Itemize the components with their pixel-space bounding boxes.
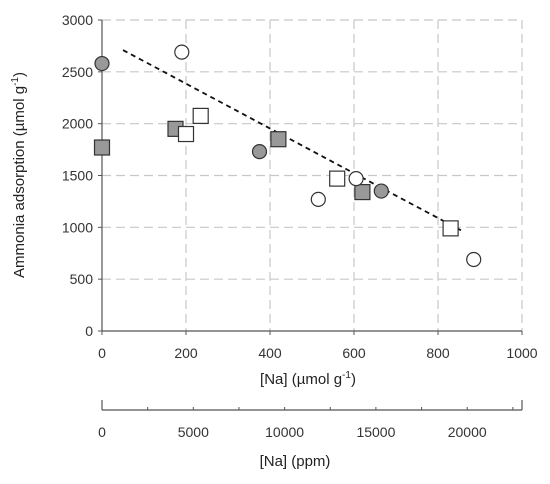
secondary-tick-label: 5000	[178, 424, 209, 440]
secondary-axis-title: [Na] (ppm)	[260, 453, 331, 470]
grid	[102, 19, 523, 331]
y-tick-label: 2000	[62, 116, 93, 132]
data-point-circle	[94, 55, 110, 72]
axes	[98, 19, 523, 335]
data-point-circle	[466, 251, 482, 268]
data-point-square	[192, 107, 209, 124]
tick-labels: 0 500 1000 1500 2000 2500 3000 0 200 400 600 800 100…	[62, 12, 538, 361]
data-point-square	[93, 139, 111, 156]
data-points	[93, 44, 482, 268]
data-point-square	[354, 183, 371, 201]
data-point-square	[329, 170, 346, 187]
y-tick-label: 3000	[62, 12, 93, 28]
data-point-square	[270, 131, 287, 148]
trendline-line	[122, 49, 464, 233]
x-axis-title: [Na] (µmol g-1)	[260, 370, 356, 388]
x-tick-label: 1000	[506, 345, 537, 361]
data-point-circle	[348, 171, 364, 187]
data-point-circle	[310, 191, 326, 207]
x-tick-label: 200	[174, 345, 198, 361]
data-point-square	[177, 125, 195, 143]
x-tick-label: 800	[426, 345, 450, 361]
data-point-circle	[251, 144, 268, 160]
y-tick-label: 0	[85, 323, 93, 339]
y-tick-label: 1000	[62, 219, 93, 235]
trendline	[122, 49, 464, 233]
x-tick-label: 600	[342, 345, 366, 361]
secondary-axis: 0 5000 10000 15000 20000	[98, 400, 523, 440]
y-tick-label: 1500	[62, 168, 93, 184]
y-tick-label: 2500	[62, 64, 93, 80]
secondary-tick-label: 0	[98, 424, 106, 440]
x-tick-label: 400	[258, 345, 282, 361]
data-point-circle	[174, 44, 190, 60]
x-tick-label: 0	[98, 345, 106, 361]
data-point-square	[442, 220, 459, 237]
secondary-tick-label: 15000	[356, 424, 395, 440]
secondary-tick-label: 20000	[448, 424, 487, 440]
secondary-tick-label: 10000	[265, 424, 304, 440]
y-axis-title: Ammonia adsorption (µmol g-1)	[10, 72, 28, 278]
data-point-circle	[373, 183, 389, 199]
y-tick-label: 500	[70, 271, 94, 287]
